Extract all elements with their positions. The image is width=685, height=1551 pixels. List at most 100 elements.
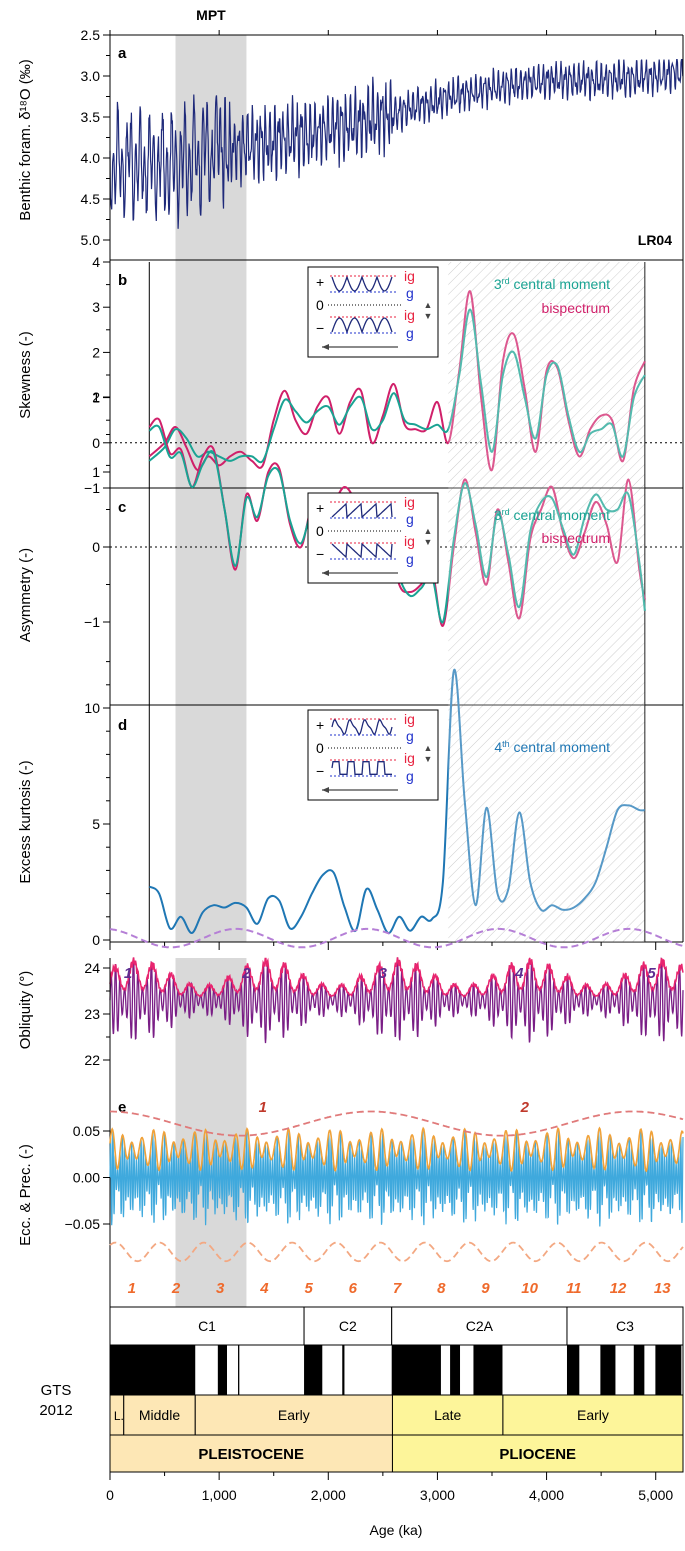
legend-bispectrum: bispectrum (542, 530, 610, 546)
legend-4th-moment: 4th central moment (494, 739, 610, 755)
inset-ig-label: ig (404, 268, 415, 284)
panel-b-tick-label: 3 (92, 299, 100, 315)
kurtosis-4th-central-moment (148, 668, 645, 934)
normal-polarity-band (566, 1345, 580, 1395)
inset-waveform (331, 719, 393, 735)
x-tick-label: 5,000 (638, 1487, 673, 1503)
gts-label: GTS (41, 1382, 72, 1399)
panel-a-tick-label: 5.0 (81, 232, 101, 248)
normal-polarity-band (217, 1345, 228, 1395)
panel-e-tick-label: 0.00 (73, 1170, 100, 1186)
subepoch-label: L. (114, 1409, 124, 1423)
x-tick-label: 3,000 (420, 1487, 455, 1503)
panel-a-tick-label: 4.0 (81, 150, 101, 166)
inset-ig-label: ig (404, 307, 415, 323)
ecc-short-cycle-label: 6 (349, 1280, 358, 1297)
normal-polarity-band (342, 1345, 345, 1395)
panel-a-letter: a (118, 45, 127, 62)
ecc-short-cycle-label: 4 (259, 1280, 269, 1297)
ecc-short-cycle-label: 3 (216, 1280, 225, 1297)
legend-bispectrum: bispectrum (542, 300, 610, 316)
inset-down-arrow: ▼ (424, 537, 433, 547)
inset-ig-label: ig (404, 494, 415, 510)
panel-b-tick-label: 0 (92, 435, 100, 451)
inset-frame (307, 709, 439, 801)
panel-d-tick-label: 5 (92, 816, 100, 832)
normal-polarity-band (633, 1345, 645, 1395)
panel-a-tick-label: 2.5 (81, 27, 101, 43)
inset-waveform (331, 761, 392, 775)
inset-ig-label: ig (404, 750, 415, 766)
panel-e-tick-label: 0.05 (73, 1123, 100, 1139)
epoch-pliocene (391, 1434, 684, 1473)
inset-zero: 0 (316, 297, 324, 313)
panel-a-tick-label: 4.5 (81, 191, 101, 207)
normal-polarity-band (391, 1345, 441, 1395)
panel-b-letter: b (118, 272, 127, 289)
inset-time-arrowhead (322, 344, 329, 350)
panel-a-ylabel: Benthic foram. δ¹⁸O (‰) (17, 59, 34, 220)
inset-g-label: g (406, 511, 414, 527)
obliquity-tick-label: 24 (84, 960, 100, 976)
chron-label: C3 (616, 1318, 634, 1334)
subepoch-label: Early (278, 1407, 310, 1423)
panel-a-tick-label: 3.5 (81, 109, 101, 125)
panel-d-tick-label: 10 (84, 700, 100, 716)
ecc-long-cycle-label: 1 (259, 1099, 267, 1116)
normal-polarity-band (655, 1345, 682, 1395)
normal-polarity-band (473, 1345, 503, 1395)
asymmetry-bispectrum (148, 417, 646, 627)
x-axis-label: Age (ka) (370, 1522, 423, 1538)
eccentricity-series (109, 1126, 684, 1173)
x-axis: Age (ka) 0 1,000 2,000 3,000 4,000 5,000 (106, 1471, 683, 1538)
obliquity-ylabel: Obliquity (°) (17, 971, 34, 1050)
inset-minus: − (316, 320, 324, 336)
ecc-short-cycle-label: 1 (128, 1280, 136, 1297)
inset-waveform (331, 542, 393, 559)
panel-c-tick-label: −1 (84, 614, 100, 630)
ecc-short-cycle-label: 13 (654, 1280, 671, 1297)
subepoch-label: Early (577, 1407, 609, 1423)
panel-c-tick-label: 1 (92, 464, 100, 480)
obliquity-tick-label: 22 (84, 1052, 100, 1068)
panel-c-letter: c (118, 499, 126, 516)
obliquity-long-cycle (109, 927, 684, 949)
inset-time-arrowhead (322, 570, 329, 576)
panel-e-tick-label: −0.05 (65, 1216, 101, 1232)
panel-b-tick-label: 1 (92, 390, 100, 406)
inset-ig-label: ig (404, 711, 415, 727)
inset-ig-label: ig (404, 533, 415, 549)
panel-e-ylabel: Ecc. & Prec. (-) (17, 1144, 34, 1246)
panel-d-tick-label: 0 (92, 932, 100, 948)
normal-polarity-band (110, 1345, 196, 1395)
legend-asymmetry: 3rd central moment bispectrum (494, 507, 610, 546)
obliquity-cycle-label: 1 (124, 965, 132, 982)
inset-frame (307, 492, 439, 584)
ecc-short-cycle-label: 8 (437, 1280, 446, 1297)
inset-waveform (331, 317, 393, 334)
inset-up-arrow: ▲ (424, 300, 433, 310)
panel-d-letter: d (118, 717, 127, 734)
obliquity-cycle-label: 3 (379, 965, 388, 982)
x-tick-label: 1,000 (202, 1487, 237, 1503)
gts-year-label: 2012 (39, 1402, 72, 1419)
chron-label: C1 (198, 1318, 216, 1334)
ecc-short-cycle-label: 11 (566, 1280, 582, 1297)
precession-series (109, 1129, 684, 1227)
inset-zero: 0 (316, 523, 324, 539)
legend-kurtosis: 4th central moment (494, 739, 610, 755)
inset-up-arrow: ▲ (424, 526, 433, 536)
obliquity-cycle-label: 2 (241, 965, 251, 982)
inset-up-arrow: ▲ (424, 743, 433, 753)
obliquity-series (109, 957, 684, 1044)
inset-g-label: g (406, 551, 414, 567)
inset-minus: − (316, 546, 324, 562)
ecc-short-cycle-label: 9 (481, 1280, 490, 1297)
legend-3rd-moment: 3rd central moment (494, 507, 610, 523)
ecc-short-cycle-label: 10 (521, 1280, 538, 1297)
hatched-fade (448, 262, 645, 942)
